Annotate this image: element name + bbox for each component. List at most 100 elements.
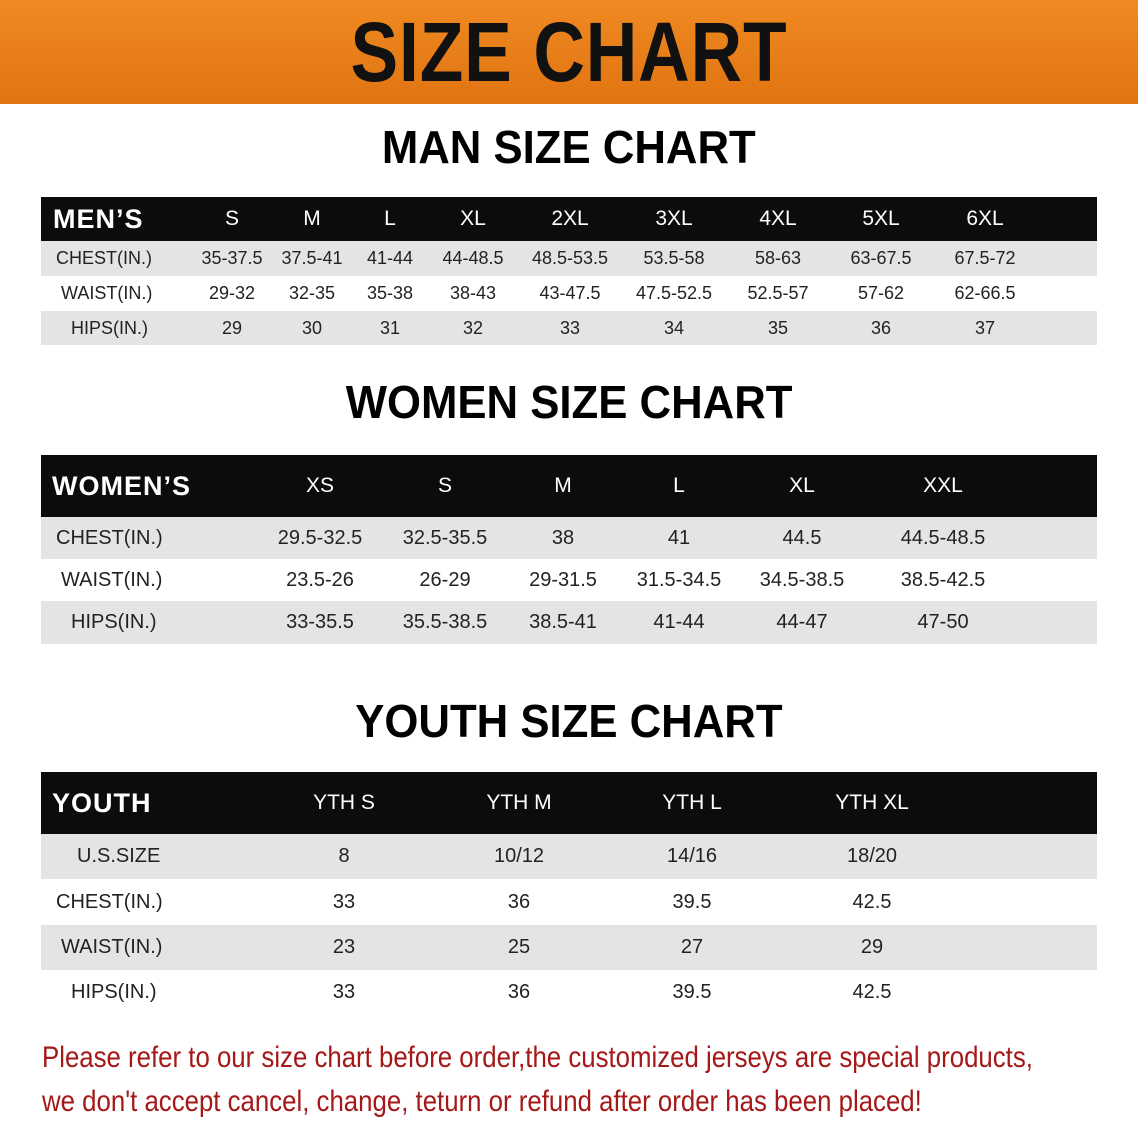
table-cell: 67.5-72 [954,248,1016,268]
table-cell: 36 [507,890,531,913]
table-cell: 29.5-32.5 [277,526,363,549]
table-cell: 44-48.5 [442,248,504,268]
table-row: U.S.SIZE 8 10/12 14/16 18/20 [41,834,1097,879]
table-cell: 44.5 [782,526,822,549]
size-column-header: 3XL [655,207,693,230]
table-category-label: WOMEN’S [52,470,191,501]
table-cell: 29 [221,317,243,338]
table-cell: 32-35 [288,283,336,303]
size-column-header: XS [305,474,335,497]
table-cell: 62-66.5 [954,283,1016,303]
table-header-row: MEN’S S M L XL 2XL 3XL 4XL 5XL 6XL [41,197,1097,241]
notice-line: Please refer to our size chart before or… [42,1041,1033,1074]
table-cell: 36 [870,317,892,338]
table-cell: 35 [767,317,789,338]
table-cell: 63-67.5 [850,248,912,268]
row-label: CHEST(IN.) [56,890,163,913]
table-cell: 31 [379,317,401,338]
table-header-row: WOMEN’S XS S M L XL XXL [41,455,1097,517]
row-label: HIPS(IN.) [71,611,157,633]
table-cell: 42.5 [852,890,892,913]
table-cell: 44.5-48.5 [900,526,986,549]
youth-section-title: YOUTH SIZE CHART [355,695,783,747]
row-label: HIPS(IN.) [71,317,149,338]
table-cell: 35-38 [366,283,414,303]
table-cell: 42.5 [852,981,892,1003]
table-cell: 57-62 [857,283,905,303]
size-column-header: XL [460,207,486,230]
table-cell: 53.5-58 [643,248,705,268]
table-cell: 29-31.5 [529,568,597,591]
table-cell: 47-50 [917,611,969,633]
table-cell: 39.5 [672,981,712,1003]
table-cell: 41-44 [366,248,414,268]
table-row: HIPS(IN.) 29 30 31 32 33 34 35 36 37 [41,311,1097,345]
table-row: CHEST(IN.) 33 36 39.5 42.5 [41,879,1097,925]
size-column-header: YTH L [662,791,722,814]
size-column-header: M [554,474,572,497]
row-label: WAIST(IN.) [61,568,163,591]
men-size-table: MEN’S S M L XL 2XL 3XL 4XL 5XL 6XL CHEST(IN.) 35-37… [41,197,1097,345]
table-cell: 52.5-57 [747,283,809,303]
table-cell: 23 [332,936,356,958]
table-cell: 29 [860,936,884,958]
table-cell: 32 [462,317,484,338]
size-column-header: YTH XL [835,791,909,814]
table-header-row: YOUTH YTH S YTH M YTH L YTH XL [41,772,1097,834]
table-cell: 41-44 [653,611,705,633]
table-cell: 38-43 [449,283,497,303]
table-cell: 27 [680,936,704,958]
table-cell: 29-32 [208,283,256,303]
size-column-header: S [437,474,453,497]
banner-title: SIZE CHART [350,5,788,99]
men-section-title: MAN SIZE CHART [382,121,756,173]
row-label: U.S.SIZE [77,845,161,867]
table-cell: 18/20 [846,845,898,867]
size-column-header: L [384,207,396,230]
table-cell: 34.5-38.5 [759,568,845,591]
table-cell: 37.5-41 [281,248,343,268]
table-row: HIPS(IN.) 33 36 39.5 42.5 [41,970,1097,1015]
table-cell: 47.5-52.5 [635,283,713,303]
table-row: WAIST(IN.) 23.5-26 26-29 29-31.5 31.5-34.5 34… [41,559,1097,601]
row-label: HIPS(IN.) [71,981,157,1003]
table-cell: 25 [507,936,531,958]
table-cell: 37 [974,317,996,338]
table-cell: 33 [559,317,581,338]
size-column-header: YTH M [486,791,552,814]
size-column-header: 2XL [551,207,589,230]
table-row: CHEST(IN.) 35-37.5 37.5-41 41-44 44-48.5 48.5… [41,241,1097,276]
youth-size-table: YOUTH YTH S YTH M YTH L YTH XL U.S.SIZE 8 10/12… [41,772,1097,1015]
table-cell: 33-35.5 [286,611,354,633]
notice-line: we don't accept cancel, change, teturn o… [42,1085,922,1118]
size-column-header: 5XL [862,207,900,230]
row-label: WAIST(IN.) [61,283,153,303]
table-cell: 41 [667,526,691,549]
women-section-title: WOMEN SIZE CHART [345,376,793,428]
row-label: CHEST(IN.) [56,526,163,549]
table-cell: 26-29 [419,568,471,591]
table-cell: 58-63 [754,248,802,268]
table-cell: 38.5-42.5 [900,568,986,591]
table-row: HIPS(IN.) 33-35.5 35.5-38.5 38.5-41 41-44 44-… [41,601,1097,644]
table-cell: 23.5-26 [286,568,354,591]
size-column-header: YTH S [313,791,375,814]
table-row: WAIST(IN.) 23 25 27 29 [41,925,1097,970]
table-cell: 31.5-34.5 [636,568,722,591]
table-cell: 33 [332,890,356,913]
table-cell: 10/12 [493,845,545,867]
table-cell: 39.5 [672,890,712,913]
women-size-table: WOMEN’S XS S M L XL XXL CHEST(IN.) 29.5-32.5 32.5… [41,455,1097,644]
row-label: CHEST(IN.) [56,248,152,268]
table-cell: 33 [332,981,356,1003]
size-column-header: L [673,474,685,497]
table-cell: 48.5-53.5 [531,248,609,268]
size-column-header: M [303,207,321,230]
order-notice: Please refer to our size chart before or… [42,1036,1033,1124]
table-cell: 35-37.5 [201,248,263,268]
table-cell: 36 [507,981,531,1003]
size-column-header: 6XL [966,207,1004,230]
table-cell: 44-47 [776,611,828,633]
table-cell: 14/16 [666,845,718,867]
table-cell: 43-47.5 [539,283,601,303]
